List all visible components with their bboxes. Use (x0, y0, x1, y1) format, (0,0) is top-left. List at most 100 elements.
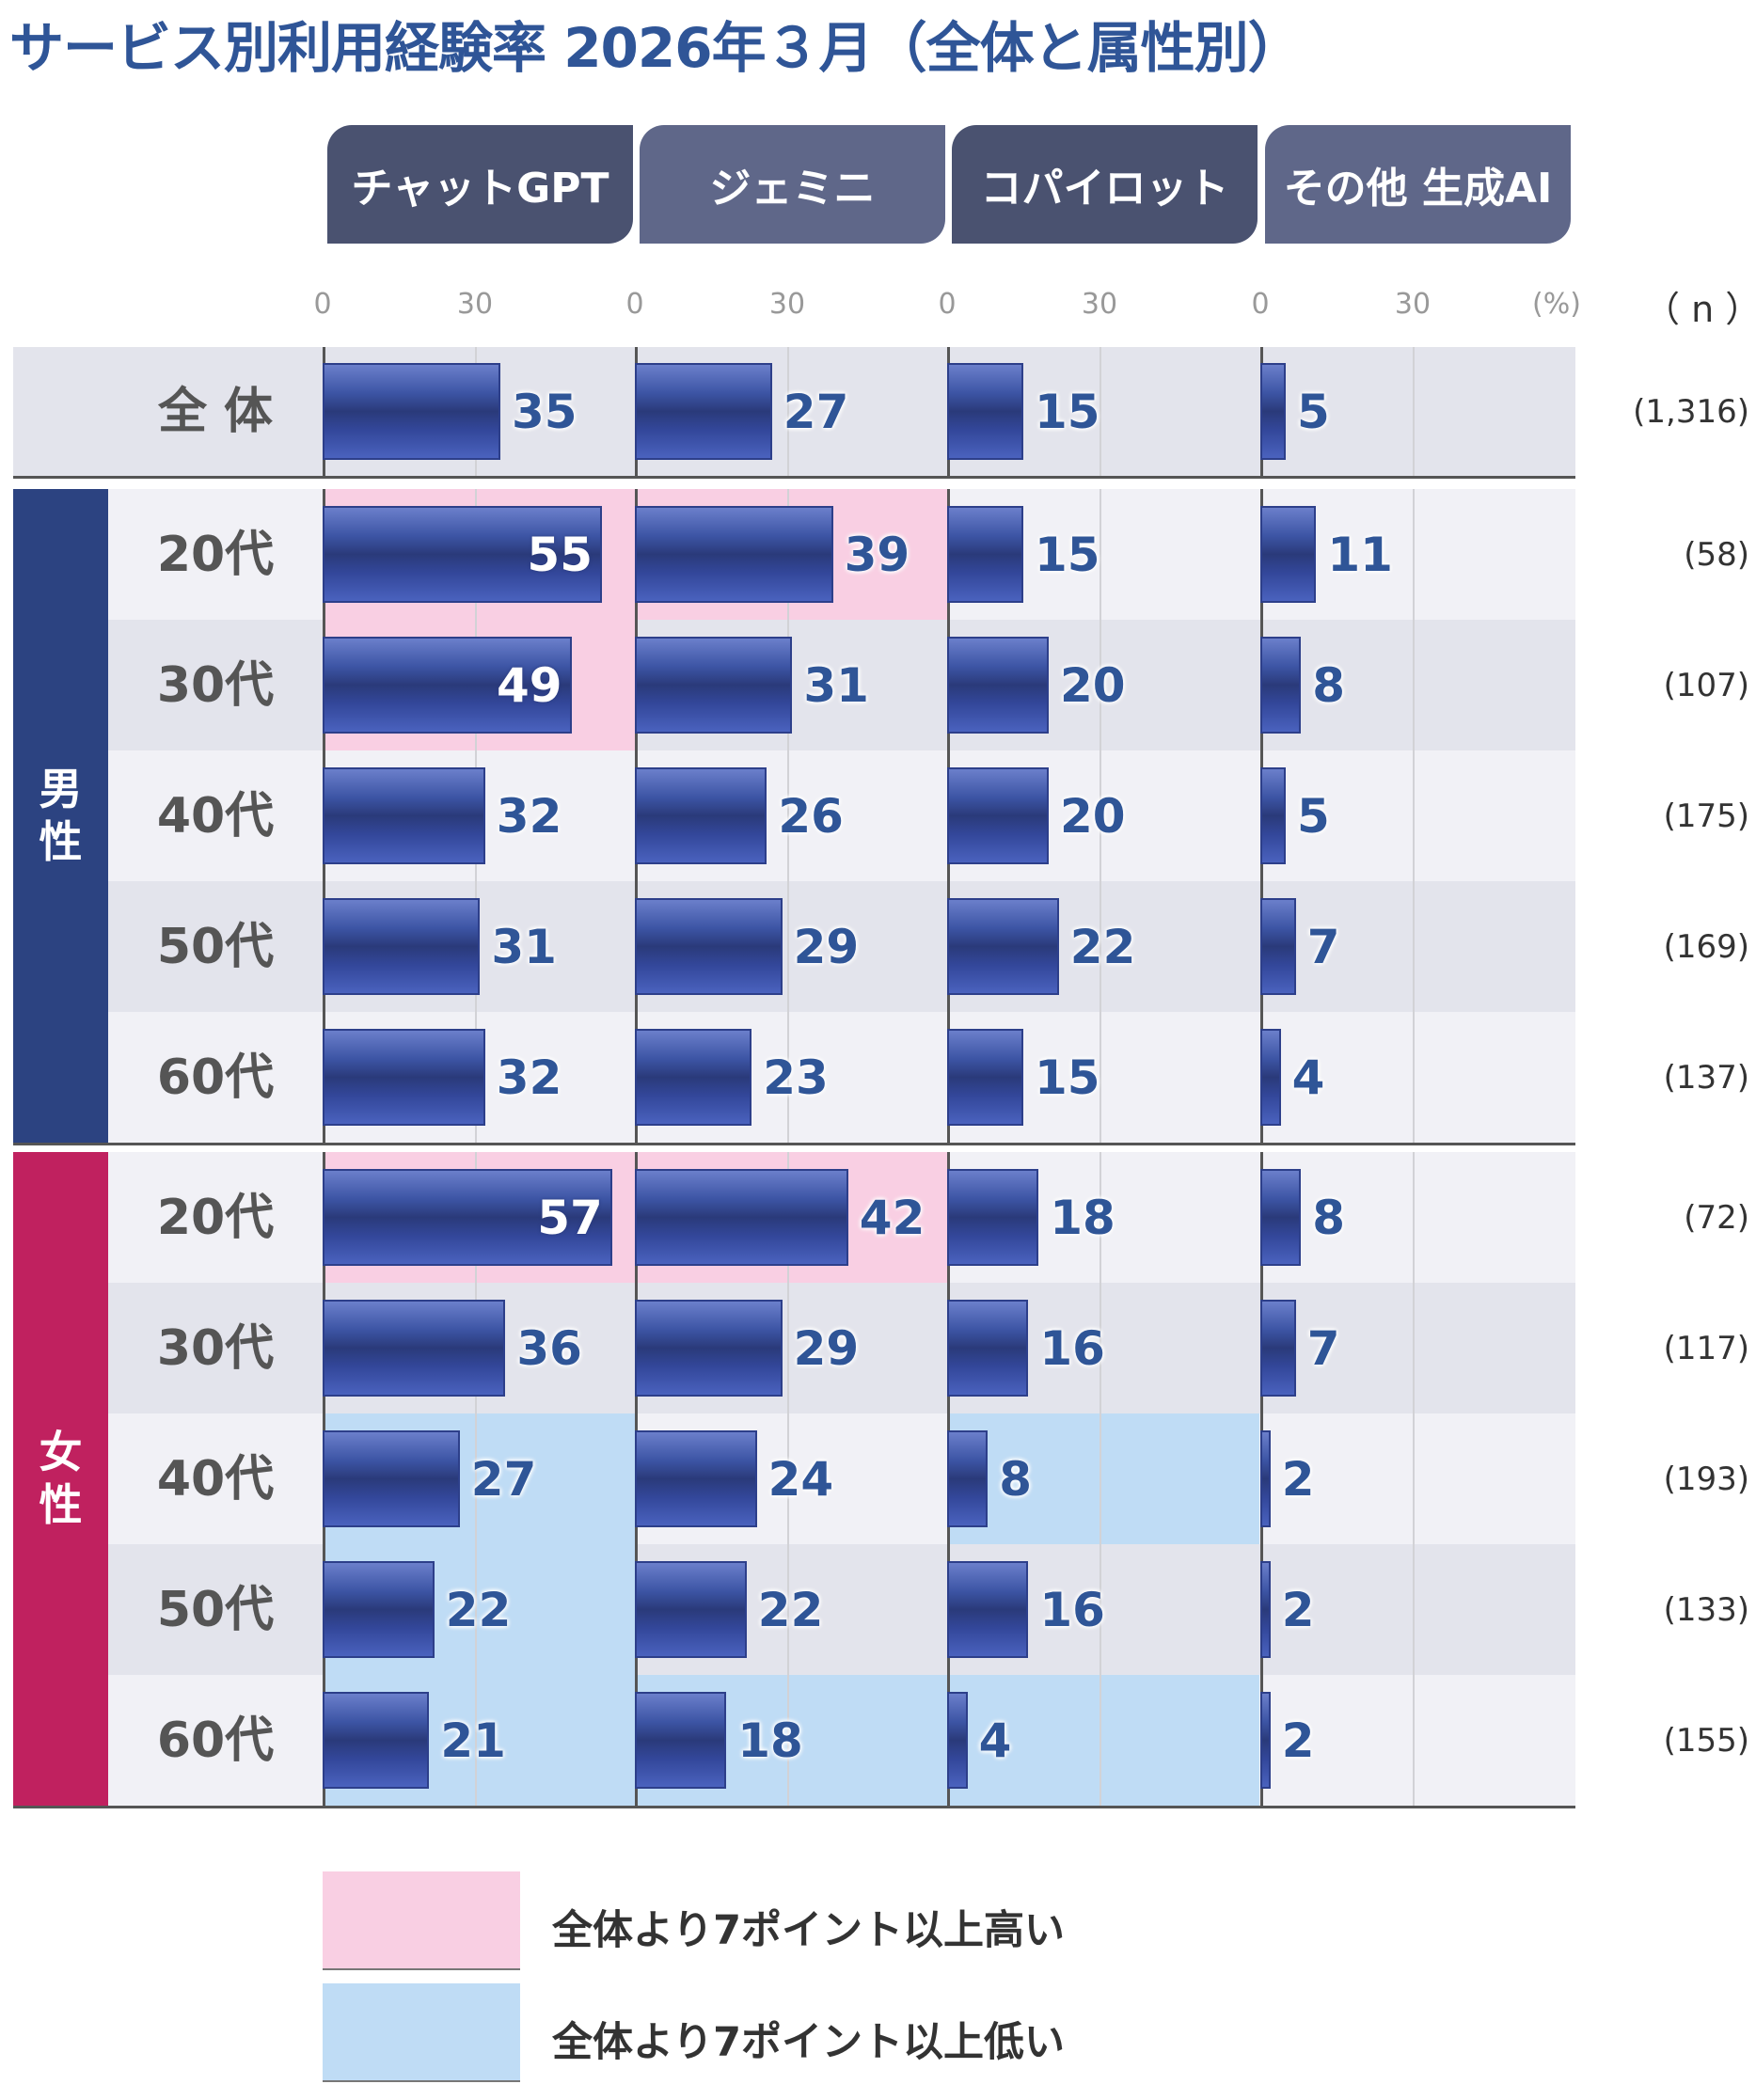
bar (1260, 363, 1286, 460)
n-value: (1,316) (1633, 392, 1749, 431)
data-label: 5 (1297, 384, 1330, 439)
data-label: 26 (778, 788, 844, 844)
group-bottom-line (13, 1143, 1575, 1145)
bar (635, 1300, 783, 1397)
gridline-30 (1099, 347, 1101, 476)
n-value: (58) (1684, 535, 1749, 574)
data-label: 2 (1281, 1451, 1315, 1507)
bar (635, 1029, 752, 1126)
bar (323, 637, 572, 734)
bar (947, 363, 1023, 460)
bar (635, 1430, 757, 1527)
bar (1260, 1169, 1302, 1266)
data-label: 31 (803, 657, 869, 713)
data-label: 2 (1281, 1713, 1315, 1768)
data-label: 16 (1039, 1582, 1105, 1637)
data-label: 22 (1069, 919, 1136, 974)
bar (947, 506, 1023, 603)
highlight-cell-low (947, 1675, 1259, 1806)
legend-label: 全体より7ポイント以上高い (552, 1907, 1066, 1954)
highlight-cell-low (947, 1413, 1259, 1544)
bar (635, 637, 793, 734)
row-label: 50代 (156, 918, 275, 975)
data-label: 15 (1035, 384, 1100, 439)
chart-title: サービス別利用経験率 2026年３月（全体と属性別） (9, 16, 1303, 80)
bar (635, 1169, 848, 1266)
row-label: 60代 (156, 1049, 275, 1106)
data-label: 15 (1035, 527, 1100, 582)
bar (1260, 1430, 1271, 1527)
row-label: 20代 (156, 1189, 275, 1246)
bar (1260, 1029, 1281, 1126)
bar (947, 898, 1059, 995)
gridline-30 (787, 489, 789, 1143)
bar (323, 898, 481, 995)
data-label: 35 (512, 384, 577, 439)
data-label: 5 (1297, 788, 1330, 844)
axis-tick-label: 0 (313, 288, 332, 321)
data-label: 8 (1312, 657, 1345, 713)
n-value: (169) (1663, 927, 1749, 966)
n-value: (137) (1663, 1058, 1749, 1097)
group-bottom-line (13, 1806, 1575, 1808)
data-label: 27 (470, 1451, 537, 1507)
axis-tick-label: 30 (768, 288, 806, 321)
bar (947, 1169, 1039, 1266)
bar (1260, 1692, 1271, 1789)
bar (635, 363, 772, 460)
bar (323, 1561, 435, 1658)
row-label: 30代 (156, 656, 275, 714)
axis-tick-label: 0 (1251, 288, 1270, 321)
data-label: 31 (491, 919, 557, 974)
group-bottom-line (13, 476, 1575, 479)
row-label: 50代 (156, 1581, 275, 1638)
data-label: 11 (1327, 527, 1393, 582)
data-label: 32 (496, 1050, 562, 1105)
service-tab: その他 生成AI (1265, 125, 1571, 244)
row-label: 20代 (156, 526, 275, 583)
bar (635, 1561, 747, 1658)
row-label: 40代 (156, 1450, 275, 1508)
bar (1260, 506, 1317, 603)
row-label: 30代 (156, 1319, 275, 1377)
bar (947, 637, 1049, 734)
gridline-30 (787, 1152, 789, 1806)
legend-label: 全体より7ポイント以上低い (552, 2019, 1066, 2066)
data-label: 16 (1039, 1320, 1105, 1376)
bar (323, 1300, 506, 1397)
bar (1260, 767, 1286, 864)
bar (947, 767, 1049, 864)
bar (947, 1692, 968, 1789)
bar (947, 1430, 989, 1527)
gridline-30 (787, 347, 789, 476)
axis-tick-label: 30 (1394, 288, 1432, 321)
bar (323, 363, 500, 460)
bar (635, 506, 833, 603)
data-label: 23 (763, 1050, 829, 1105)
unit-label: (%) (1532, 288, 1581, 321)
data-label: 4 (1291, 1050, 1325, 1105)
data-label: 7 (1306, 1320, 1340, 1376)
axis-tick-label: 0 (938, 288, 957, 321)
data-label: 20 (1060, 788, 1126, 844)
n-value: (193) (1663, 1460, 1749, 1498)
gridline-30 (1099, 489, 1101, 1143)
bar (947, 1561, 1029, 1658)
data-label: 8 (999, 1451, 1032, 1507)
axis-tick-label: 30 (456, 288, 494, 321)
bar (323, 1169, 612, 1266)
bar (323, 767, 485, 864)
n-header: （ n ） (1644, 289, 1756, 330)
data-label: 4 (978, 1713, 1012, 1768)
data-label: 18 (737, 1713, 803, 1768)
data-label: 42 (859, 1190, 925, 1245)
bar (947, 1029, 1023, 1126)
data-label: 27 (783, 384, 849, 439)
bar (635, 767, 767, 864)
data-label: 20 (1060, 657, 1126, 713)
bar (1260, 1561, 1271, 1658)
bar (635, 898, 783, 995)
data-label: 39 (844, 527, 910, 582)
axis-tick-label: 0 (625, 288, 644, 321)
data-label: 21 (440, 1713, 506, 1768)
